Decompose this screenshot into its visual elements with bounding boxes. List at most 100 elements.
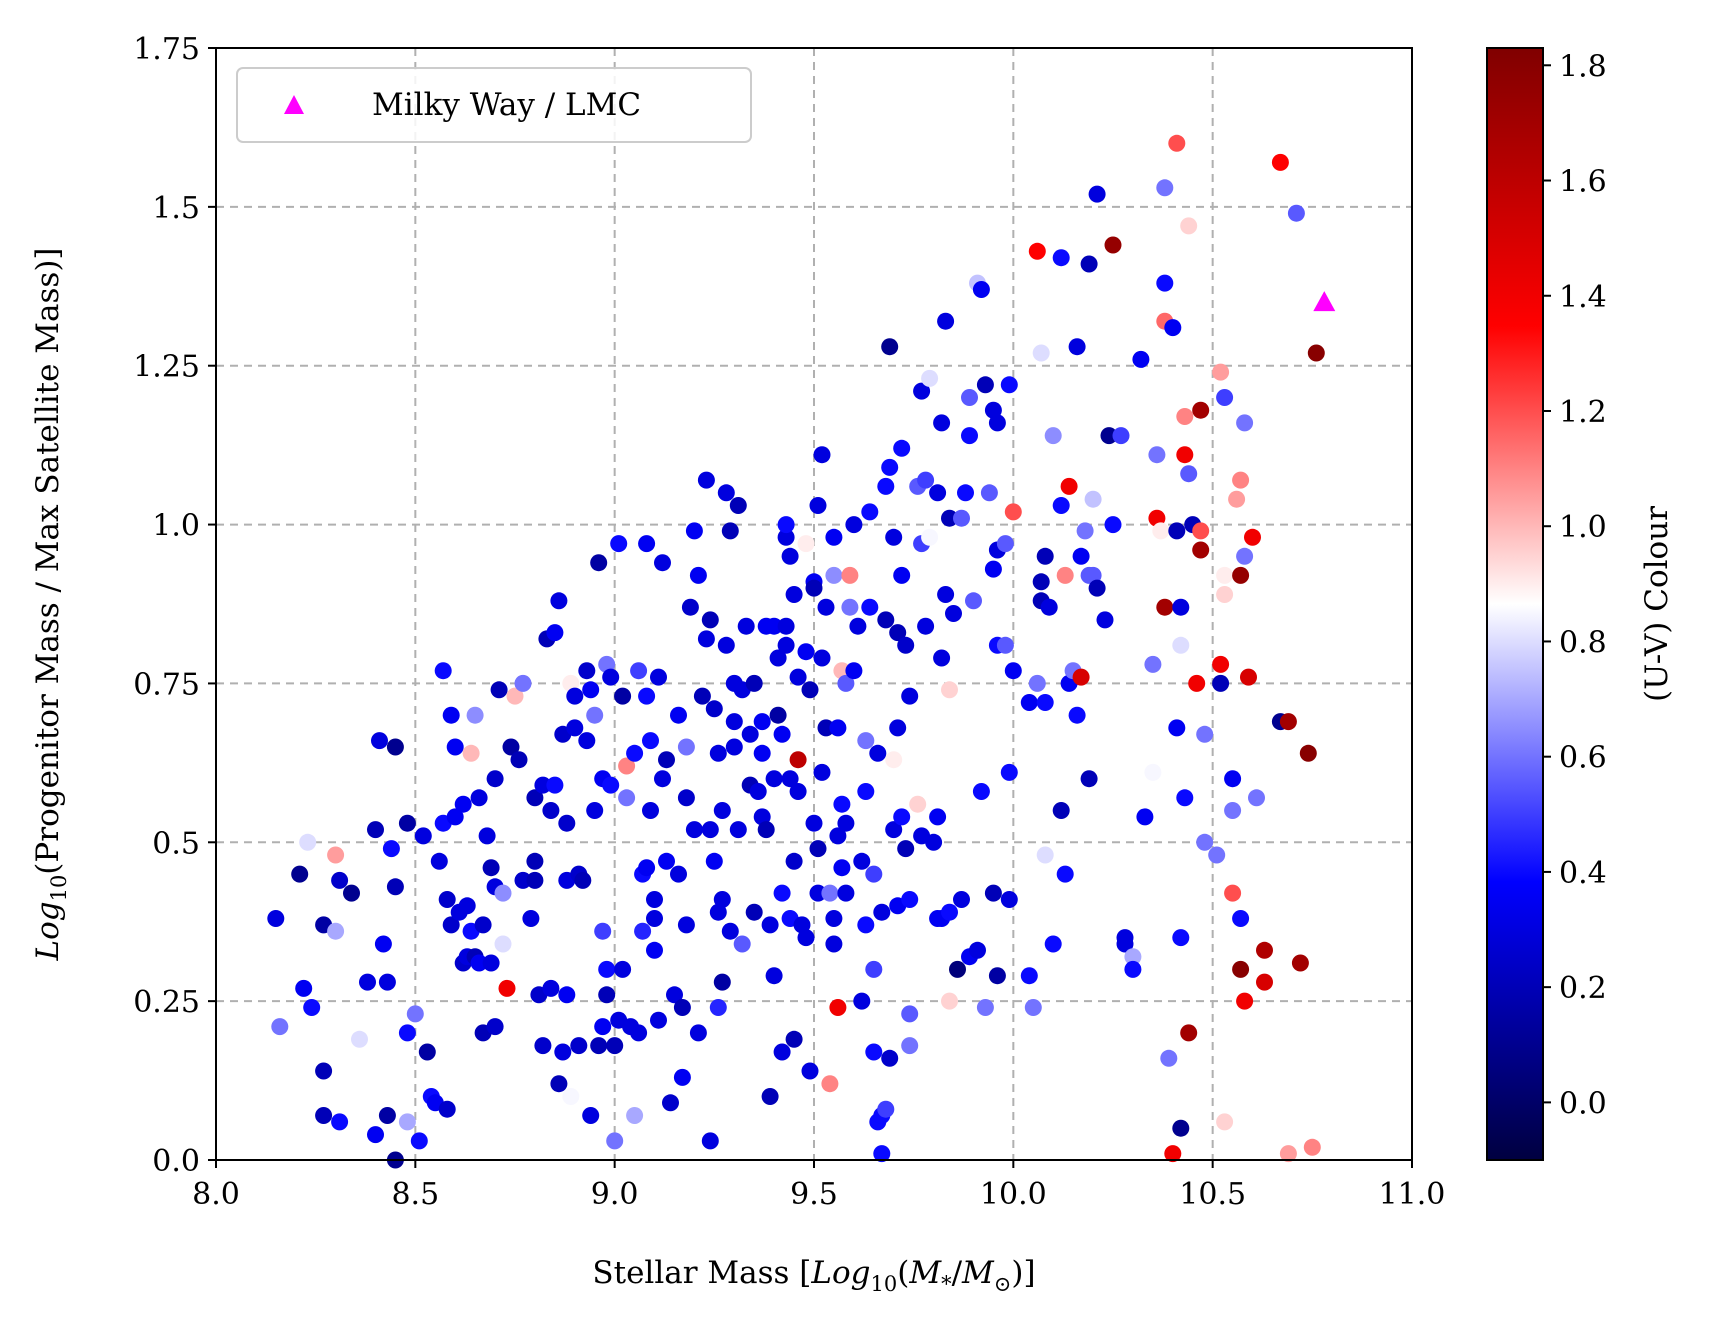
y-tick-label: 1.5 xyxy=(152,191,200,226)
scatter-point xyxy=(398,1024,416,1042)
scatter-point xyxy=(1060,477,1078,495)
scatter-point xyxy=(626,744,644,762)
scatter-point xyxy=(430,852,448,870)
scatter-point xyxy=(482,954,500,972)
scatter-point xyxy=(721,522,739,540)
scatter-point xyxy=(351,1030,368,1048)
scatter-point xyxy=(701,611,719,629)
scatter-point xyxy=(925,833,943,851)
scatter-point xyxy=(1124,948,1142,966)
x-tick-label: 9.0 xyxy=(591,1177,639,1212)
scatter-point xyxy=(490,681,508,699)
scatter-point xyxy=(817,719,835,737)
scatter-point xyxy=(717,636,735,654)
colorbar-tick-label: 0.2 xyxy=(1559,971,1607,1006)
scatter-point xyxy=(1240,668,1257,686)
scatter-point xyxy=(1299,744,1317,762)
scatter-point xyxy=(526,871,544,889)
scatter-point xyxy=(1164,1145,1182,1163)
scatter-point xyxy=(614,687,632,705)
scatter-point xyxy=(594,1018,612,1036)
scatter-point xyxy=(406,1005,424,1023)
scatter-point xyxy=(1052,802,1070,819)
scatter-point xyxy=(693,687,711,705)
scatter-point xyxy=(414,827,432,845)
scatter-point xyxy=(881,1049,899,1067)
scatter-point xyxy=(769,706,787,724)
scatter-point xyxy=(889,719,907,737)
scatter-point xyxy=(1196,725,1214,743)
scatter-point xyxy=(1172,598,1190,616)
scatter-point xyxy=(506,687,524,705)
scatter-point xyxy=(841,598,859,616)
scatter-point xyxy=(386,878,404,896)
scatter-point xyxy=(1168,522,1186,540)
scatter-point xyxy=(857,732,875,750)
scatter-point xyxy=(558,814,576,832)
scatter-point xyxy=(1036,846,1054,864)
scatter-point xyxy=(646,891,663,908)
colorbar-tick-label: 0.4 xyxy=(1559,856,1607,891)
scatter-point xyxy=(299,833,317,851)
scatter-point xyxy=(642,802,659,819)
scatter-point xyxy=(929,808,947,826)
scatter-point xyxy=(845,662,863,680)
scatter-point xyxy=(474,916,492,934)
scatter-point xyxy=(434,662,452,680)
scatter-point xyxy=(1232,566,1250,584)
scatter-point xyxy=(534,1037,552,1055)
scatter-point xyxy=(1256,941,1273,959)
scatter-point xyxy=(933,649,951,667)
scatter-point xyxy=(697,471,715,489)
y-axis-label: Log10(Progenitor Mass / Max Satellite Ma… xyxy=(30,247,71,961)
scatter-point xyxy=(877,477,895,495)
scatter-point xyxy=(1076,522,1094,540)
colorbar-ticks: 0.0 0.2 0.4 0.6 0.8 1.0 1.2 1.4 1.6 1.8 xyxy=(1543,49,1607,1121)
scatter-point xyxy=(1192,522,1210,540)
legend-label: Milky Way / LMC xyxy=(372,87,641,123)
scatter-point xyxy=(1291,954,1309,972)
scatter-point xyxy=(805,814,823,832)
scatter-point xyxy=(901,1037,919,1055)
scatter-point xyxy=(1236,992,1254,1010)
scatter-point xyxy=(713,802,731,819)
scatter-point xyxy=(654,770,671,788)
scatter-point xyxy=(781,770,799,788)
scatter-point xyxy=(845,516,863,534)
scatter-point xyxy=(1232,960,1250,978)
scatter-point xyxy=(666,986,683,1004)
scatter-point xyxy=(861,503,879,521)
scatter-point xyxy=(917,471,935,489)
scatter-point xyxy=(398,814,416,832)
scatter-point xyxy=(761,1088,779,1105)
scatter-point xyxy=(829,999,847,1016)
scatter-point xyxy=(777,516,795,534)
scatter-point xyxy=(1248,789,1265,807)
scatter-point xyxy=(976,999,994,1016)
scatter-points xyxy=(267,134,1325,1169)
scatter-point xyxy=(1192,541,1210,559)
colorbar-label: (U-V) Colour xyxy=(1639,506,1675,702)
scatter-point xyxy=(805,579,823,597)
scatter-point xyxy=(1168,719,1186,737)
scatter-point xyxy=(1112,427,1130,445)
scatter-point xyxy=(833,795,851,813)
scatter-point xyxy=(594,922,612,940)
scatter-point xyxy=(972,783,990,800)
scatter-point xyxy=(1148,446,1166,464)
scatter-point xyxy=(1056,566,1074,584)
scatter-point xyxy=(554,1043,572,1061)
scatter-point xyxy=(1279,1145,1297,1163)
scatter-point xyxy=(1176,408,1194,425)
scatter-point xyxy=(921,528,939,546)
scatter-point xyxy=(865,960,883,978)
scatter-point xyxy=(574,871,592,889)
scatter-point xyxy=(976,376,994,394)
scatter-point xyxy=(841,566,859,584)
scatter-point xyxy=(1088,185,1106,203)
scatter-point xyxy=(1168,134,1186,152)
scatter-point xyxy=(378,973,396,991)
scatter-point xyxy=(893,439,911,457)
scatter-point xyxy=(1052,497,1070,514)
scatter-point xyxy=(650,668,667,686)
